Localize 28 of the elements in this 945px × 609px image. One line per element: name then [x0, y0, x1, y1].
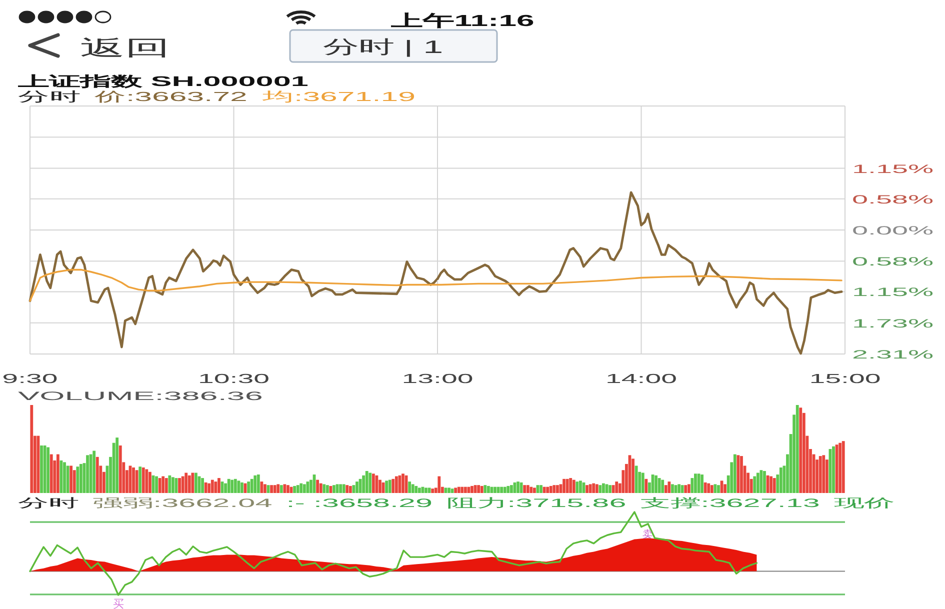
chart-title: 分时	[18, 496, 79, 510]
text: 返回	[80, 36, 170, 60]
y-tick-label: 1.15%	[852, 162, 934, 176]
text: 上午11:16	[390, 12, 534, 30]
chart-subtitle: 分时	[18, 90, 81, 104]
x-tick-label: 14:00	[605, 371, 678, 386]
annotation: 卖	[642, 528, 652, 540]
y-tick-label: 0.58%	[852, 192, 934, 206]
y-tick-label: 0.00%	[852, 224, 934, 238]
x-tick-label: 13:00	[402, 371, 474, 386]
text: 支撑:3627.13	[640, 496, 820, 510]
text: 阻力:3715.86	[446, 496, 626, 510]
y-tick-label: 1.73%	[852, 316, 934, 330]
text: 价:3663.72	[93, 90, 248, 104]
text: 现价	[834, 496, 894, 510]
y-tick-label: 1.15%	[852, 285, 934, 299]
text: 分时 | 1	[322, 37, 444, 58]
text: 强弱:3662.04	[92, 496, 272, 510]
x-tick-label: 9:30	[2, 371, 58, 386]
x-tick-label: 10:30	[198, 371, 270, 386]
x-tick-label: 15:00	[809, 371, 881, 386]
y-tick-label: 2.31%	[852, 348, 934, 362]
text: :- :3658.29	[286, 496, 433, 510]
chart-title: VOLUME:386.36	[18, 390, 263, 403]
y-tick-label: 0.58%	[852, 254, 934, 268]
text: 均:3671.19	[261, 90, 416, 104]
text: 买	[112, 598, 124, 609]
chart-title: 上证指数 SH.000001	[16, 74, 308, 90]
